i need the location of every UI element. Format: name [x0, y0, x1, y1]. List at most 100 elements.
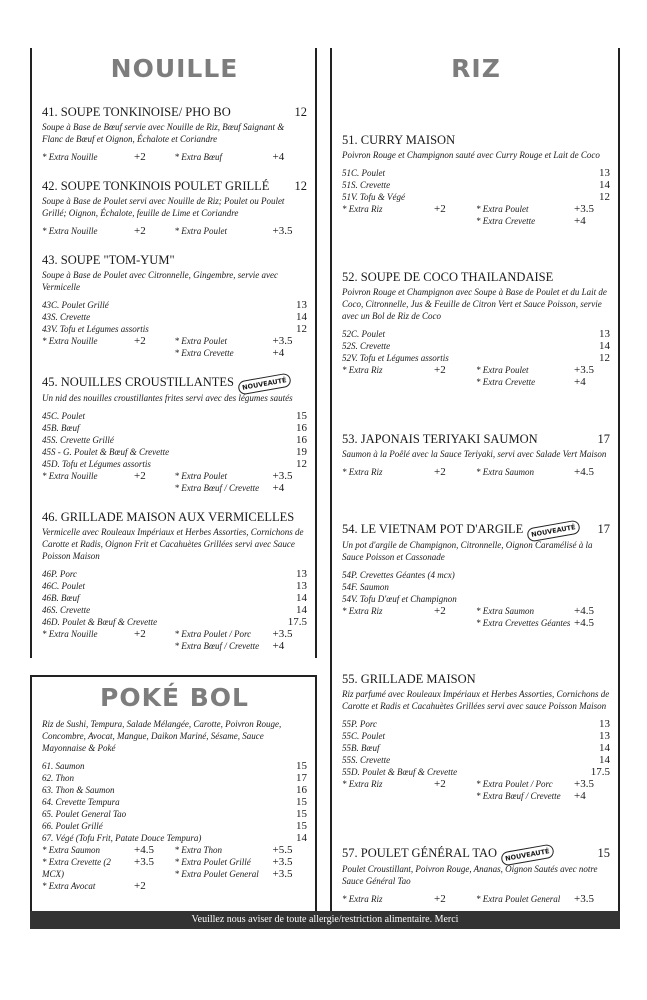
- extra-row: * Extra Bœuf / Crevette +4: [175, 482, 308, 494]
- variant-name: Poulet & Bœuf & Crevette: [362, 767, 458, 778]
- item-header: 46. GRILLADE MAISON AUX VERMICELLES: [42, 510, 307, 525]
- item-header: 53. JAPONAIS TERIYAKI SAUMON 17: [342, 432, 610, 447]
- extra-label: * Extra Bœuf / Crevette: [476, 791, 561, 802]
- variant-name: Bœuf: [61, 423, 80, 433]
- item-header: 43. SOUPE "TOM-YUM": [42, 253, 307, 268]
- variant: 55D. Poulet & Bœuf & Crevette: [342, 766, 591, 778]
- variant-name: Saumon: [55, 761, 85, 771]
- variant-price: 15: [296, 820, 307, 832]
- section-title: POKÉ BOL: [100, 683, 249, 712]
- item-price: 12: [294, 179, 308, 193]
- variant: 45D. Tofu et Légumes assortis: [42, 458, 296, 470]
- variant-price: 14: [296, 592, 307, 604]
- extras: * Extra Riz +2 * Extra Saumon +4.5 * Extra C…: [342, 605, 610, 629]
- item-name: 45. NOUILLES CROUSTILLANTES: [42, 375, 235, 389]
- menu-item: 55. GRILLADE MAISON Riz parfumé avec Roul…: [342, 672, 610, 802]
- extra-row: * Extra Riz +2: [342, 605, 476, 617]
- variant-row: 43S. Crevette 14: [42, 311, 307, 323]
- variant-code: 46B.: [42, 593, 59, 603]
- extra-price: +2: [434, 465, 446, 478]
- variant-code: 62.: [42, 773, 54, 783]
- variant-code: 46C.: [42, 581, 60, 591]
- extra-price: +3.5: [272, 470, 293, 482]
- variant: 43S. Crevette: [42, 311, 296, 323]
- variant-price: 14: [296, 832, 307, 844]
- item-name: 51. CURRY MAISON: [342, 132, 456, 147]
- variant-name: Thon: [55, 773, 75, 783]
- variant-price: 14: [599, 178, 610, 191]
- variant-code: 51S.: [342, 179, 358, 190]
- variant-row: 67. Végé (Tofu Frit, Patate Douce Tempur…: [42, 832, 307, 844]
- variant: 46P. Porc: [42, 568, 296, 580]
- extra-row: * Extra Riz +2: [342, 203, 476, 215]
- menu-item: 41. SOUPE TONKINOISE/ PHO BO 12 Soupe à Ba…: [42, 105, 307, 163]
- variant: 55P. Porc: [342, 718, 599, 730]
- extras: * Extra Saumon +4.5 * Extra Crevette (2 MC…: [42, 844, 307, 892]
- extras: * Extra Riz +2 * Extra Saumon +4.5: [342, 466, 610, 478]
- extra-row: * Extra Poulet Grillé +3.5: [175, 856, 308, 868]
- extras-column: * Extra Thon +5.5 * Extra Poulet Grillé +3.…: [175, 844, 308, 892]
- variant-name: Poulet & Bœuf & Crevette: [74, 447, 170, 457]
- extra-price: +2: [134, 628, 146, 640]
- variant: 55B. Bœuf: [342, 742, 599, 754]
- variant-price: 12: [599, 352, 610, 365]
- extra-row: * Extra Riz +2: [342, 778, 476, 790]
- variant-price: 13: [599, 166, 610, 179]
- extra-price: +3.5: [272, 335, 293, 347]
- item-title: 53. JAPONAIS TERIYAKI SAUMON: [342, 432, 598, 447]
- item-description: Poivron Rouge et Champignon avec Soupe à…: [342, 287, 607, 322]
- extra-price: +4.5: [134, 844, 154, 856]
- variant-name: Tofu et Légumes assortis: [359, 353, 449, 364]
- extra-row: * Extra Poulet +3.5: [175, 225, 308, 237]
- extra-row: * Extra Poulet General +3.5: [175, 868, 308, 880]
- item-title: 41. SOUPE TONKINOISE/ PHO BO: [42, 105, 295, 120]
- item-name: 43. SOUPE "TOM-YUM": [42, 253, 175, 267]
- extra-price: +2: [134, 335, 146, 347]
- extras-column: * Extra Bœuf +4: [175, 151, 308, 163]
- variant-name: Crevette Grillé: [60, 435, 114, 445]
- extras: * Extra Riz +2 * Extra Poulet / Porc +3.5 * …: [342, 778, 610, 802]
- section-header: RIZ: [342, 52, 610, 89]
- extra-price: +3.5: [134, 856, 154, 868]
- variant-name: Végé (Tofu Frit, Patate Douce Tempura): [55, 833, 202, 843]
- extras-column: * Extra Poulet / Porc +3.5 * Extra Bœuf / …: [175, 628, 308, 652]
- variant-name: Tofu et Légumes assortis: [59, 324, 149, 334]
- extra-label: * Extra Nouille: [42, 336, 98, 346]
- extras: * Extra Nouille +2 * Extra Poulet / Porc +3…: [42, 628, 307, 652]
- variant-code: 52S.: [342, 341, 358, 352]
- item-header: 55. GRILLADE MAISON: [342, 672, 610, 687]
- extra-label: * Extra Poulet: [174, 471, 228, 481]
- extra-label: * Extra Poulet / Porc: [476, 779, 553, 790]
- variant-row: 55B. Bœuf 14: [342, 742, 610, 754]
- variant-price: 14: [599, 754, 610, 767]
- extras-column: * Extra Riz +2: [342, 203, 476, 227]
- variant-row: 63. Thon & Saumon 16: [42, 784, 307, 796]
- variant-row: 46S. Crevette 14: [42, 604, 307, 616]
- variant: 55C. Poulet: [342, 730, 599, 742]
- extra-row: * Extra Poulet +3.5: [476, 364, 610, 376]
- extra-price: +3.5: [574, 364, 594, 377]
- extra-row: * Extra Bœuf / Crevette +4: [476, 790, 610, 802]
- item-name: 41. SOUPE TONKINOISE/ PHO BO: [42, 105, 231, 119]
- variant-row: 66. Poulet Grillé 15: [42, 820, 307, 832]
- extra-label: * Extra Riz: [342, 893, 383, 904]
- extras: * Extra Riz +2 * Extra Poulet General +3.5: [342, 893, 610, 905]
- extra-label: * Extra Riz: [342, 203, 383, 214]
- section-title: RIZ: [451, 54, 501, 83]
- variant-row: 55D. Poulet & Bœuf & Crevette 17.5: [342, 766, 610, 778]
- variant-name: Crevette: [60, 605, 91, 615]
- extra-price: +4: [574, 376, 586, 389]
- variant-code: 52V.: [342, 353, 358, 364]
- variant: 46B. Bœuf: [42, 592, 296, 604]
- extra-row: * Extra Thon +5.5: [175, 844, 308, 856]
- variant-name: Tofu D'œuf et Champignon: [359, 593, 457, 604]
- item-title: 45. NOUILLES CROUSTILLANTES NOUVEAUTÉ: [42, 372, 307, 396]
- variant-row: 61. Saumon 15: [42, 760, 307, 772]
- variant-row: 46P. Porc 13: [42, 568, 307, 580]
- variant-code: 55P.: [342, 719, 358, 730]
- item-header: 45. NOUILLES CROUSTILLANTES NOUVEAUTÉ: [42, 372, 307, 396]
- variant: 43C. Poulet Grillé: [42, 299, 296, 311]
- extra-price: +2: [434, 364, 446, 377]
- extra-row: * Extra Riz +2: [342, 466, 476, 478]
- extra-row: * Extra Avocat +2: [42, 880, 175, 892]
